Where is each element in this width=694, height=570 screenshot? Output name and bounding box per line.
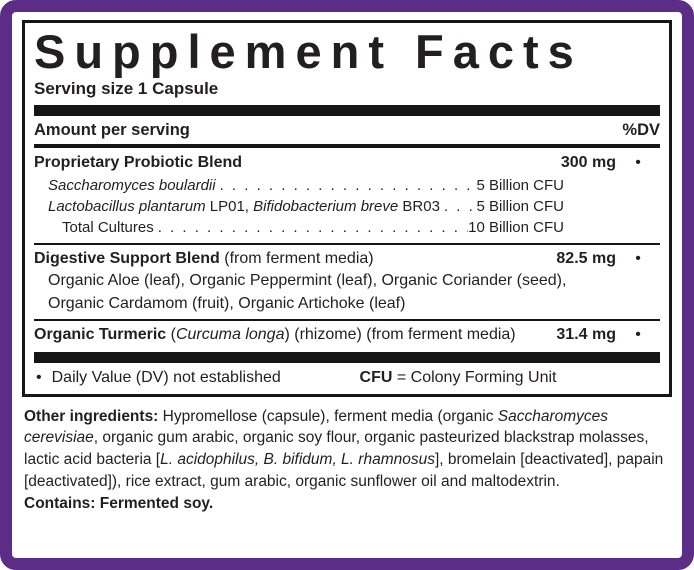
dot-leader: . . . . . . . . . . . . . . . . . . . . … — [157, 219, 468, 237]
footnote-text: Daily Value (DV) not established — [51, 368, 281, 386]
footnote-row: • Daily Value (DV) not established CFU =… — [34, 365, 660, 389]
contains-statement: Contains: Fermented soy. — [24, 494, 214, 512]
blend-components-line-2: Organic Cardamom (fruit), Organic Artich… — [48, 294, 406, 312]
panel-title: Supplement Facts — [34, 25, 583, 78]
dv-header: %DV — [622, 120, 660, 139]
blend-components-line-1: Organic Aloe (leaf), Organic Peppermint … — [48, 272, 567, 290]
ingredient-amount: 82.5 mg — [556, 249, 616, 267]
divider-medium — [34, 143, 660, 148]
ingredient-name: Organic Turmeric (Curcuma longa) (rhizom… — [34, 326, 516, 344]
total-cultures-label: Total Cultures — [62, 219, 154, 237]
ingredient-dv: • — [635, 153, 641, 171]
daily-value-footnote: • Daily Value (DV) not established — [34, 369, 360, 387]
row-proprietary-probiotic-blend: Proprietary Probiotic Blend 300 mg • — [34, 149, 660, 175]
ingredient-name: Proprietary Probiotic Blend — [34, 153, 243, 171]
divider-thin — [34, 319, 660, 322]
total-cultures-count: 10 Billion CFU — [468, 219, 564, 237]
organism-name: Saccharomyces boulardii — [48, 176, 216, 194]
amount-per-serving-header: Amount per serving — [34, 120, 190, 139]
cfu-definition: CFU = Colony Forming Unit — [359, 368, 557, 386]
ingredient-amount: 31.4 mg — [556, 326, 616, 344]
ingredient-name: Digestive Support Blend (from ferment me… — [34, 249, 374, 267]
sub-row-total-cultures: Total Cultures . . . . . . . . . . . . .… — [34, 217, 660, 238]
supplement-facts-panel: Supplement Facts Serving size 1 Capsule … — [22, 20, 672, 397]
row-digestive-support-blend: Digestive Support Blend (from ferment me… — [34, 248, 660, 271]
organism-count: 5 Billion CFU — [476, 197, 564, 215]
sub-row-saccharomyces-boulardii: Saccharomyces boulardii . . . . . . . . … — [34, 175, 660, 196]
divider-thick-bottom — [34, 351, 660, 363]
organism-name: Lactobacillus plantarum LP01, Bifidobact… — [48, 197, 440, 215]
divider-thick-top — [34, 104, 660, 116]
ingredient-dv: • — [635, 326, 641, 344]
other-ingredients: Other ingredients: Hypromellose (capsule… — [24, 407, 664, 490]
divider-thin — [34, 242, 660, 245]
dot-leader: . . . . . . . . . . . . . . . . . . . . … — [219, 176, 477, 194]
footnote-bullet: • — [36, 368, 42, 386]
organism-count: 5 Billion CFU — [476, 176, 564, 194]
ingredient-amount: 300 mg — [560, 153, 616, 171]
sub-row-lactobacillus-bifidobacterium: Lactobacillus plantarum LP01, Bifidobact… — [34, 196, 660, 217]
row-organic-turmeric: Organic Turmeric (Curcuma longa) (rhizom… — [34, 324, 660, 350]
ingredient-dv: • — [635, 249, 641, 267]
serving-size: Serving size 1 Capsule — [34, 78, 219, 98]
dot-leader: . . . . . . . . . . . . . . . . . . . . … — [443, 197, 477, 215]
column-header-row: Amount per serving %DV — [34, 118, 660, 142]
